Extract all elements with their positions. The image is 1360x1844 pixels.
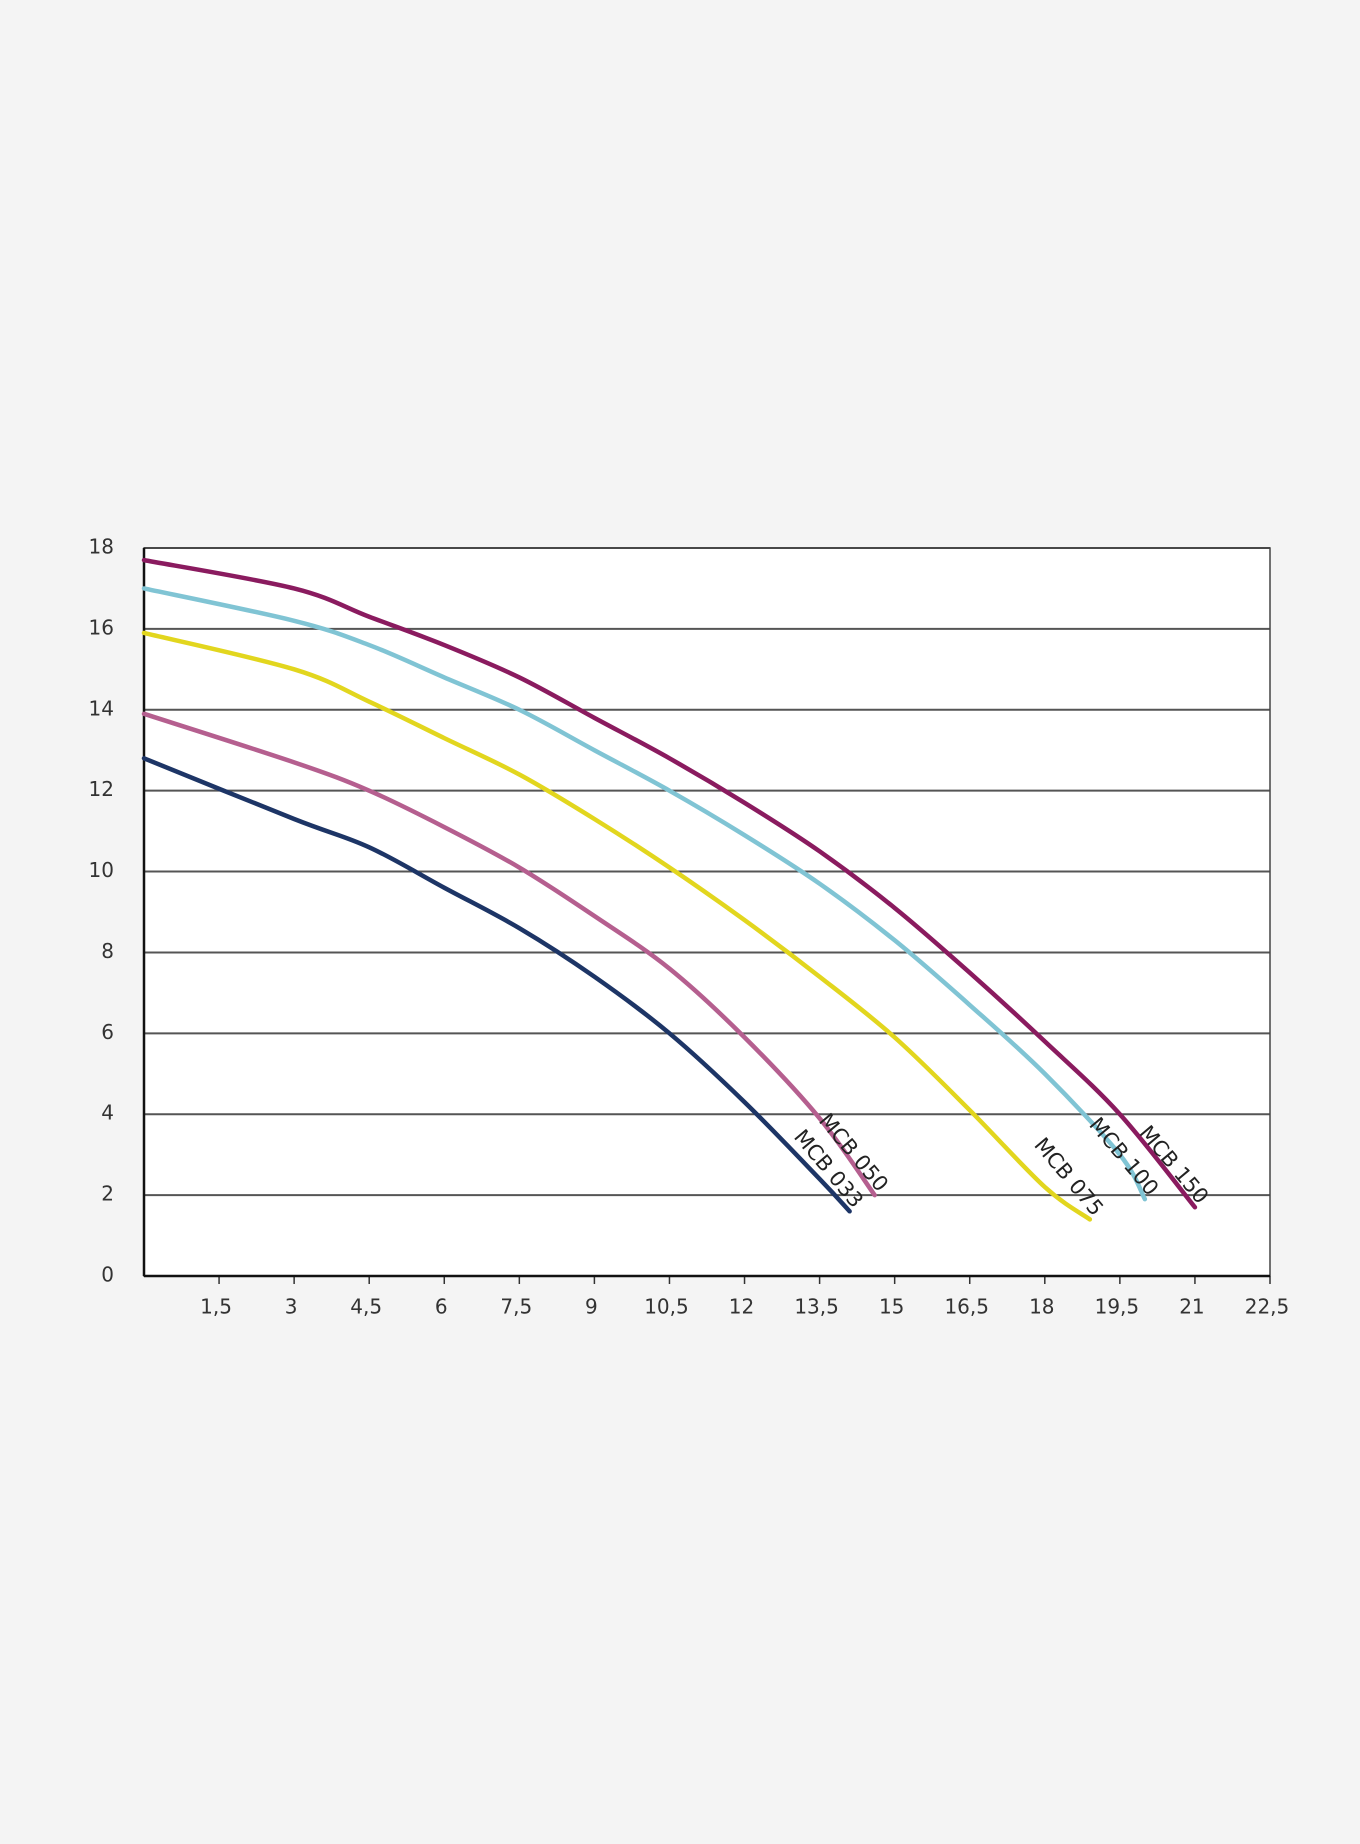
- y-tick-label: 10: [89, 858, 114, 882]
- y-tick-label: 14: [89, 696, 114, 720]
- y-tick-label: 0: [101, 1263, 114, 1287]
- x-tick-label: 1,5: [200, 1295, 232, 1319]
- y-tick-label: 8: [101, 939, 114, 963]
- series-line: [141, 711, 877, 1198]
- x-tick-label: 7,5: [500, 1295, 532, 1319]
- y-tick-label: 12: [89, 777, 114, 801]
- plot-area: [144, 548, 1270, 1276]
- series-line: [141, 586, 1148, 1202]
- x-tick-label: 13,5: [794, 1295, 839, 1319]
- x-tick-label: 18: [1029, 1295, 1054, 1319]
- y-tick-label: 18: [89, 535, 114, 559]
- y-tick-label: 6: [101, 1020, 114, 1044]
- series-line: [141, 756, 852, 1214]
- x-tick-label: 3: [285, 1295, 298, 1319]
- y-tick-label: 4: [101, 1101, 114, 1125]
- x-tick-label: 22,5: [1245, 1295, 1290, 1319]
- series-line: [141, 630, 1093, 1222]
- y-tick-label: 16: [89, 615, 114, 639]
- x-tick-label: 4,5: [350, 1295, 382, 1319]
- y-tick-label: 2: [101, 1182, 114, 1206]
- x-tick-label: 16,5: [944, 1295, 989, 1319]
- x-tick-label: 12: [729, 1295, 754, 1319]
- x-tick-label: 6: [435, 1295, 448, 1319]
- x-tick-label: 9: [585, 1295, 598, 1319]
- x-tick-label: 10,5: [644, 1295, 689, 1319]
- x-tick-label: 15: [879, 1295, 904, 1319]
- x-tick-label: 19,5: [1095, 1295, 1140, 1319]
- series-line: [141, 557, 1198, 1210]
- x-tick-label: 21: [1179, 1295, 1204, 1319]
